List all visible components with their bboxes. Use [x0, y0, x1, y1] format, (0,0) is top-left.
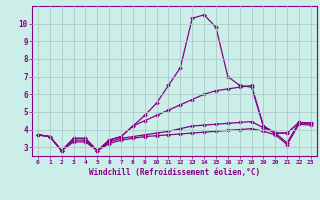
X-axis label: Windchill (Refroidissement éolien,°C): Windchill (Refroidissement éolien,°C) [89, 168, 260, 177]
